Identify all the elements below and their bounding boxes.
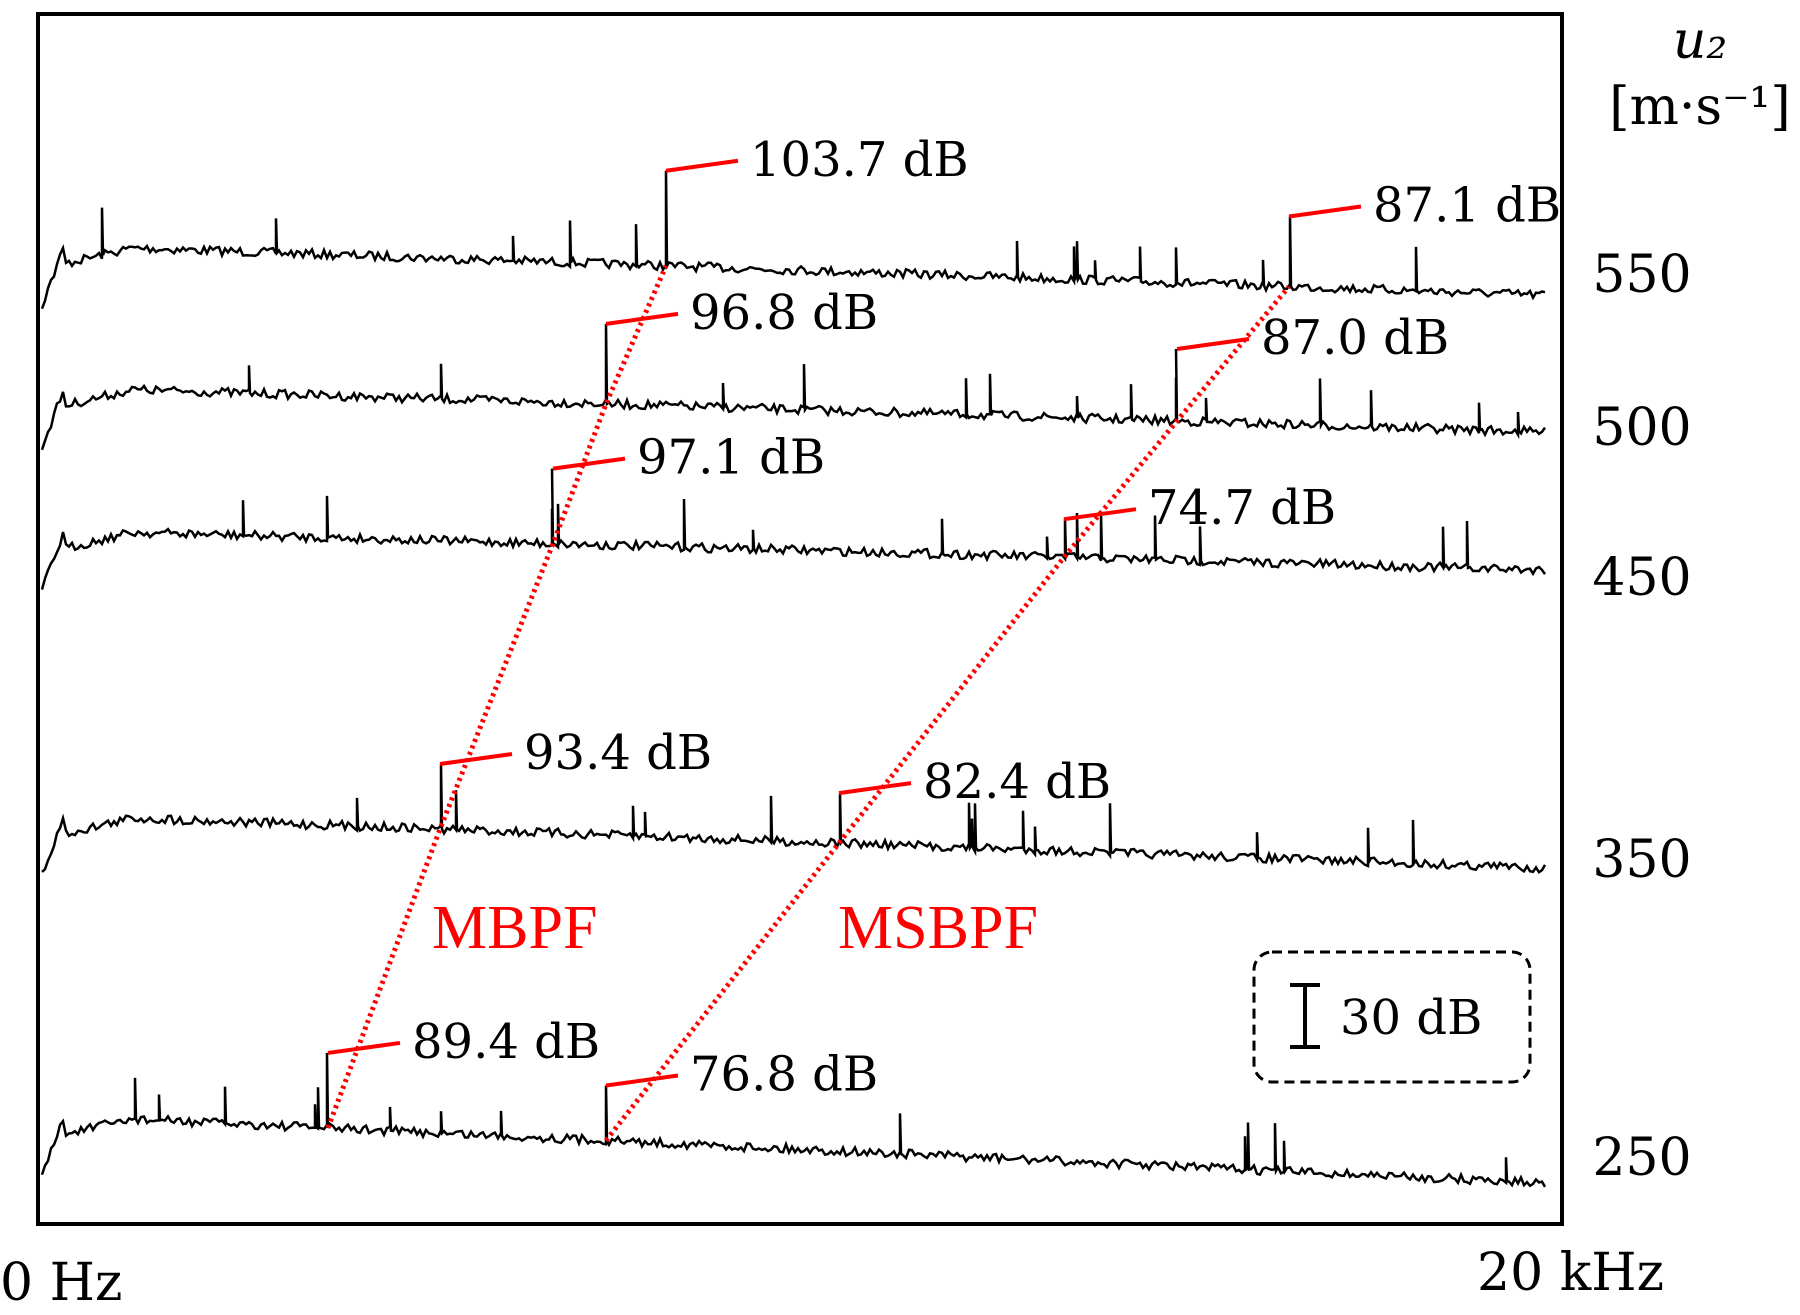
peak-marker-msbpf-550: [1288, 204, 1362, 219]
scale-bar-frame: [1252, 950, 1532, 1084]
peak-label-msbpf-450: 74.7 dB: [1148, 480, 1336, 536]
peak-marker-mbpf-550: [665, 158, 739, 173]
peak-marker-msbpf-450: [1063, 507, 1137, 522]
peak-label-msbpf-500: 87.0 dB: [1261, 310, 1449, 366]
spectrum-trace-350: [41, 764, 1547, 874]
scale-bar-label: 30 dB: [1340, 990, 1482, 1046]
plot-frame: [36, 12, 1564, 1226]
peak-marker-msbpf-500: [1176, 337, 1250, 351]
peak-label-mbpf-550: 103.7 dB: [750, 132, 969, 188]
peak-label-msbpf-350: 82.4 dB: [923, 754, 1111, 810]
peak-label-mbpf-250: 89.4 dB: [412, 1014, 600, 1070]
trend-label-msbpf: MSBPF: [838, 894, 1038, 962]
x-min-label: 0 Hz: [0, 1253, 122, 1313]
spectrum-trace-450: [40, 468, 1547, 590]
x-max-label: 20 kHz: [1477, 1243, 1664, 1303]
trend-label-mbpf: MBPF: [432, 894, 597, 962]
peak-label-msbpf-250: 76.8 dB: [690, 1047, 878, 1103]
speed-label-450: 450: [1592, 548, 1691, 608]
speed-labels: 550 500 450 350 250: [1592, 245, 1691, 1188]
peak-label-mbpf-450: 97.1 dB: [637, 430, 825, 486]
peak-label-mbpf-500: 96.8 dB: [690, 285, 878, 341]
peak-marker-mbpf-350: [439, 752, 513, 767]
peak-annotations: 103.7 dB 87.1 dB 96.8 dB 87.0 dB 97.1 dB 74.7…: [327, 132, 1561, 1103]
trend-line-msbpf: [604, 284, 1291, 1143]
speed-label-550: 550: [1592, 245, 1691, 305]
speed-label-500: 500: [1592, 398, 1691, 458]
peak-label-msbpf-550: 87.1 dB: [1373, 177, 1561, 233]
speed-label-350: 350: [1592, 830, 1691, 890]
scale-bar-box: 30 dB: [1252, 950, 1532, 1084]
spectrum-traces: [40, 170, 1547, 1188]
peak-label-mbpf-350: 93.4 dB: [524, 725, 712, 781]
peak-marker-msbpf-250: [605, 1073, 679, 1088]
y-axis-label-unit: [m·s⁻¹]: [1609, 77, 1790, 137]
trend-lines: [325, 264, 1291, 1143]
trend-line-mbpf: [325, 264, 669, 1129]
peak-marker-mbpf-500: [605, 311, 679, 326]
spectrum-trace-250: [40, 1052, 1547, 1188]
y-axis-label-symbol: u₂: [1673, 11, 1727, 71]
peak-marker-mbpf-250: [327, 1040, 401, 1055]
speed-label-250: 250: [1592, 1128, 1691, 1188]
peak-marker-msbpf-350: [838, 781, 912, 796]
peak-marker-mbpf-450: [552, 456, 626, 471]
spectrum-trace-550: [40, 170, 1546, 310]
spectrum-trace-500: [40, 323, 1547, 451]
